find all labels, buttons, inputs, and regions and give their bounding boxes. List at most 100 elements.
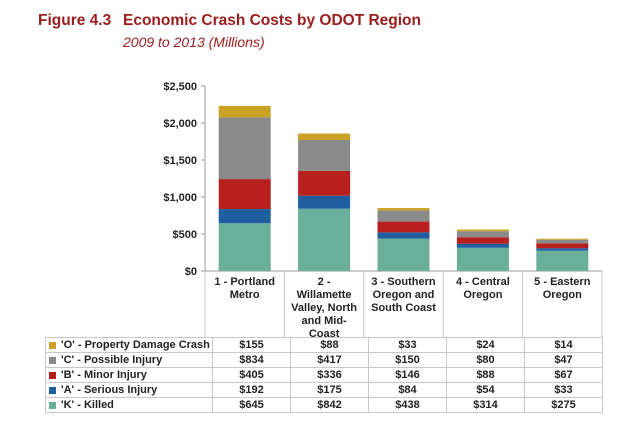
figure-subtitle: 2009 to 2013 (Millions) bbox=[123, 34, 265, 50]
legend-cell: 'K' - Killed bbox=[45, 397, 213, 413]
y-tick-label: $0 bbox=[185, 266, 197, 278]
figure-number: Figure 4.3 bbox=[38, 12, 112, 29]
category-label-line: 2 - bbox=[317, 276, 331, 288]
legend-cell: 'B' - Minor Injury bbox=[45, 367, 213, 383]
value-cell: $67 bbox=[524, 367, 603, 383]
legend-swatch bbox=[49, 401, 56, 409]
legend-cell: 'O' - Property Damage Crash bbox=[45, 337, 213, 353]
value-cell: $150 bbox=[368, 352, 447, 368]
y-tick-label: $2,000 bbox=[163, 118, 197, 130]
bar-segment bbox=[377, 221, 430, 233]
value-cell: $834 bbox=[212, 352, 291, 368]
category-label-line: 5 - Eastern bbox=[534, 276, 591, 288]
value-cell: $54 bbox=[446, 382, 525, 398]
value-cell: $88 bbox=[446, 367, 525, 383]
bar-segment bbox=[298, 140, 351, 171]
bar-segment bbox=[218, 179, 271, 210]
value-cell: $842 bbox=[290, 397, 369, 413]
bar-segment bbox=[218, 209, 271, 224]
value-cell: $192 bbox=[212, 382, 291, 398]
table-row: 'B' - Minor Injury $405 $336 $146 $88 $67 bbox=[45, 367, 603, 383]
value-cell: $88 bbox=[290, 337, 369, 353]
legend-swatch bbox=[49, 341, 56, 349]
value-cell: $47 bbox=[524, 352, 603, 368]
bar-segment bbox=[456, 231, 509, 238]
bar-segment bbox=[456, 247, 509, 271]
category-label-line: Willamette bbox=[296, 289, 352, 301]
series-name: 'C' - Possible Injury bbox=[61, 354, 163, 366]
value-cell: $405 bbox=[212, 367, 291, 383]
legend-swatch bbox=[49, 371, 56, 379]
bar-segment bbox=[377, 238, 430, 271]
category-label-line: 4 - Central bbox=[455, 276, 510, 288]
bar-segment bbox=[536, 243, 589, 249]
bar-segment bbox=[536, 238, 589, 240]
category-label: 5 - Eastern Oregon bbox=[523, 276, 601, 302]
series-name: 'O' - Property Damage Crash bbox=[61, 339, 210, 351]
bar-segment bbox=[218, 223, 271, 271]
bar-segment bbox=[536, 250, 589, 271]
y-tick-label: $500 bbox=[173, 229, 197, 241]
category-label-line: 1 - Portland bbox=[214, 276, 275, 288]
bar-segment bbox=[377, 210, 430, 222]
category-label-line: South Coast bbox=[371, 302, 436, 314]
value-cell: $33 bbox=[368, 337, 447, 353]
bar-segment bbox=[456, 243, 509, 248]
bar-segment bbox=[536, 239, 589, 244]
category-label-line: Oregon bbox=[542, 289, 582, 301]
value-cell: $155 bbox=[212, 337, 291, 353]
value-cell: $80 bbox=[446, 352, 525, 368]
bar-segment bbox=[536, 248, 589, 251]
bar-segment bbox=[298, 195, 351, 209]
table-row: 'O' - Property Damage Crash $155 $88 $33 $24… bbox=[45, 337, 603, 353]
category-label: 1 - Portland Metro bbox=[206, 276, 284, 302]
y-tick-label: $1,500 bbox=[163, 155, 197, 167]
value-cell: $336 bbox=[290, 367, 369, 383]
table-row: 'A' - Serious Injury $192 $175 $84 $54 $33 bbox=[45, 382, 603, 398]
legend-cell: 'C' - Possible Injury bbox=[45, 352, 213, 368]
value-cell: $175 bbox=[290, 382, 369, 398]
bar-segment bbox=[377, 232, 430, 239]
legend-cell: 'A' - Serious Injury bbox=[45, 382, 213, 398]
bar-segment bbox=[298, 170, 351, 196]
table-row: 'C' - Possible Injury $834 $417 $150 $80 $47 bbox=[45, 352, 603, 368]
category-label: 3 - Southern Oregon and South Coast bbox=[365, 276, 443, 315]
category-label-line: Valley, North bbox=[291, 302, 357, 314]
bar-segment bbox=[298, 208, 351, 271]
value-cell: $438 bbox=[368, 397, 447, 413]
bar-segment bbox=[456, 229, 509, 232]
data-table: 'O' - Property Damage Crash $155 $88 $33 $24… bbox=[45, 337, 603, 413]
bar-segment bbox=[456, 237, 509, 244]
legend-swatch bbox=[49, 386, 56, 394]
bar-segment bbox=[298, 133, 351, 141]
series-name: 'A' - Serious Injury bbox=[61, 384, 158, 396]
legend-swatch bbox=[49, 356, 56, 364]
category-label-line: 3 - Southern bbox=[371, 276, 436, 288]
category-label: 4 - Central Oregon bbox=[444, 276, 522, 302]
category-label-line: Metro bbox=[229, 289, 260, 301]
value-cell: $275 bbox=[524, 397, 603, 413]
value-cell: $146 bbox=[368, 367, 447, 383]
value-cell: $314 bbox=[446, 397, 525, 413]
value-cell: $645 bbox=[212, 397, 291, 413]
series-name: 'K' - Killed bbox=[61, 399, 114, 411]
value-cell: $417 bbox=[290, 352, 369, 368]
bar-segment bbox=[218, 117, 271, 180]
category-label: 2 - Willamette Valley, North and Mid- Coast bbox=[285, 276, 363, 341]
bar-segment bbox=[377, 208, 430, 211]
category-label-line: and Mid- bbox=[301, 315, 347, 327]
value-cell: $33 bbox=[524, 382, 603, 398]
category-label-line: Oregon bbox=[463, 289, 503, 301]
value-cell: $24 bbox=[446, 337, 525, 353]
figure-title-row: Figure 4.3 Economic Crash Costs by ODOT R… bbox=[38, 12, 421, 30]
value-cell: $84 bbox=[368, 382, 447, 398]
series-name: 'B' - Minor Injury bbox=[61, 369, 147, 381]
table-row: 'K' - Killed $645 $842 $438 $314 $275 bbox=[45, 397, 603, 413]
bar-segment bbox=[218, 105, 271, 118]
value-cell: $14 bbox=[524, 337, 603, 353]
y-tick-label: $1,000 bbox=[163, 192, 197, 204]
y-tick-label: $2,500 bbox=[163, 81, 197, 93]
category-label-line: Oregon and bbox=[372, 289, 435, 301]
figure-title: Economic Crash Costs by ODOT Region bbox=[123, 12, 421, 29]
